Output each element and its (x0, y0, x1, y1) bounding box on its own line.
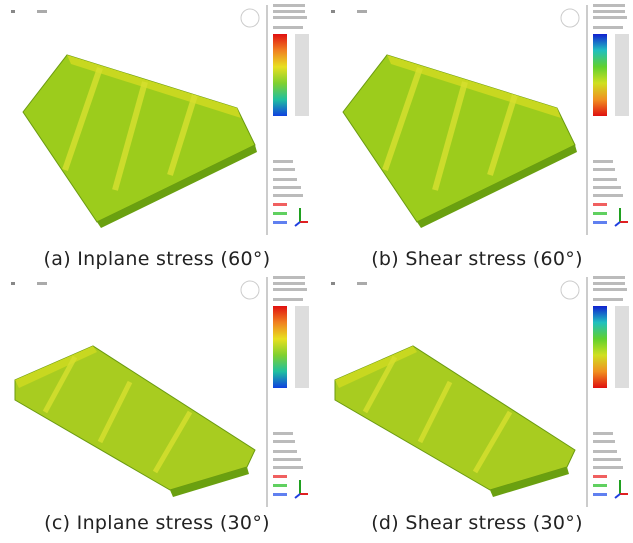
panel-d (325, 272, 630, 507)
figure-page: (a) Inplane stress (60°) (b) Shear stres… (0, 0, 633, 543)
caption: (a) Inplane stress (60°) (2, 248, 312, 270)
caption: (c) Inplane stress (30°) (2, 512, 312, 534)
panel-b (325, 0, 630, 235)
panel-a (5, 0, 310, 235)
caption: (d) Shear stress (30°) (322, 512, 632, 534)
panel-c (5, 272, 310, 507)
caption: (b) Shear stress (60°) (322, 248, 632, 270)
